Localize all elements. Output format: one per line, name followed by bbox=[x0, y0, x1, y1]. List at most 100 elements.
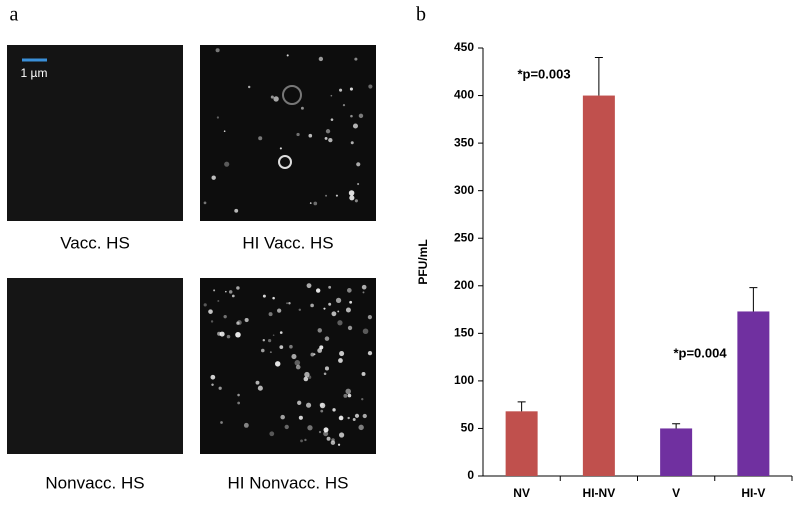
speckle bbox=[269, 431, 275, 437]
y-tick-label: 400 bbox=[454, 88, 474, 102]
speckle bbox=[284, 424, 289, 430]
micrograph bbox=[7, 278, 183, 454]
speckle bbox=[323, 372, 327, 376]
speckle bbox=[313, 201, 318, 206]
speckle bbox=[216, 116, 220, 119]
error-bar bbox=[517, 401, 526, 412]
speckle bbox=[220, 421, 223, 424]
bar bbox=[582, 95, 615, 477]
speckle bbox=[361, 398, 364, 401]
speckle bbox=[323, 431, 329, 437]
speckle bbox=[260, 348, 265, 353]
speckle bbox=[262, 294, 266, 298]
speckle bbox=[279, 147, 282, 150]
speckle bbox=[210, 374, 216, 380]
speckle bbox=[338, 415, 344, 421]
speckle bbox=[294, 359, 301, 366]
speckle bbox=[337, 310, 340, 313]
speckle bbox=[339, 88, 343, 92]
speckle bbox=[268, 312, 273, 317]
speckle bbox=[354, 413, 360, 418]
speckle bbox=[270, 95, 274, 99]
speckle bbox=[345, 388, 351, 395]
speckle bbox=[235, 331, 241, 338]
speckle bbox=[278, 155, 292, 169]
speckle bbox=[328, 285, 332, 289]
y-tick-label: 0 bbox=[467, 468, 474, 482]
speckle bbox=[330, 118, 334, 121]
speckle bbox=[236, 321, 240, 325]
speckle bbox=[279, 331, 283, 334]
speckle bbox=[305, 402, 312, 408]
speckle bbox=[328, 302, 332, 306]
bar bbox=[505, 411, 538, 476]
speckle bbox=[288, 302, 291, 305]
speckle bbox=[244, 317, 249, 323]
speckle bbox=[213, 289, 216, 292]
speckle bbox=[330, 94, 333, 97]
image-caption: Nonvacc. HS bbox=[45, 473, 144, 492]
y-tick-label: 250 bbox=[454, 230, 474, 244]
speckle bbox=[352, 123, 359, 129]
speckle bbox=[335, 194, 338, 197]
speckle bbox=[349, 87, 353, 91]
y-tick-label: 450 bbox=[454, 40, 474, 54]
speckle bbox=[203, 303, 207, 307]
speckle bbox=[347, 393, 352, 398]
speckle bbox=[280, 414, 285, 420]
speckle bbox=[223, 130, 226, 133]
speckle bbox=[354, 199, 358, 203]
speckle bbox=[224, 161, 230, 167]
speckle bbox=[319, 345, 324, 350]
speckle bbox=[300, 106, 304, 110]
speckle bbox=[323, 307, 326, 310]
speckle bbox=[295, 364, 301, 370]
speckle bbox=[304, 371, 310, 378]
speckle bbox=[215, 48, 220, 53]
speckle bbox=[308, 133, 313, 138]
error-bar bbox=[672, 423, 681, 429]
bar bbox=[660, 428, 693, 476]
image-caption: HI Vacc. HS bbox=[242, 233, 333, 252]
speckle bbox=[289, 344, 293, 349]
speckle bbox=[345, 307, 351, 313]
speckle bbox=[350, 141, 354, 145]
micrograph bbox=[200, 45, 376, 221]
x-tick-label: HI-V bbox=[741, 486, 765, 500]
speckle bbox=[331, 311, 337, 317]
speckle bbox=[218, 386, 222, 390]
speckle bbox=[277, 308, 282, 313]
speckle bbox=[323, 427, 329, 433]
micrograph bbox=[7, 45, 183, 221]
speckle bbox=[328, 137, 333, 143]
speckle bbox=[211, 383, 214, 387]
speckle bbox=[272, 334, 275, 337]
speckle bbox=[225, 290, 227, 293]
speckle bbox=[343, 393, 348, 398]
speckle bbox=[307, 375, 312, 379]
speckle bbox=[320, 409, 324, 413]
speckle bbox=[210, 320, 214, 323]
speckle bbox=[349, 195, 355, 201]
speckle bbox=[338, 358, 343, 363]
speckle bbox=[211, 175, 216, 180]
micrograph bbox=[200, 278, 376, 454]
speckle bbox=[361, 371, 366, 376]
speckle bbox=[231, 294, 235, 298]
speckle bbox=[337, 443, 341, 446]
speckle bbox=[247, 85, 251, 89]
speckle bbox=[303, 376, 309, 382]
image-caption: HI Nonvacc. HS bbox=[228, 473, 349, 492]
speckle bbox=[309, 202, 312, 204]
speckle bbox=[330, 440, 336, 445]
x-tick-label: NV bbox=[513, 486, 530, 500]
annotation: *p=0.004 bbox=[673, 345, 727, 360]
speckle bbox=[297, 400, 302, 405]
panel-label: a bbox=[10, 4, 19, 26]
error-bar bbox=[594, 57, 603, 96]
speckle bbox=[257, 385, 263, 391]
speckle bbox=[286, 302, 289, 305]
speckle bbox=[296, 132, 300, 137]
y-tick-label: 200 bbox=[454, 278, 474, 292]
speckle bbox=[291, 353, 297, 360]
